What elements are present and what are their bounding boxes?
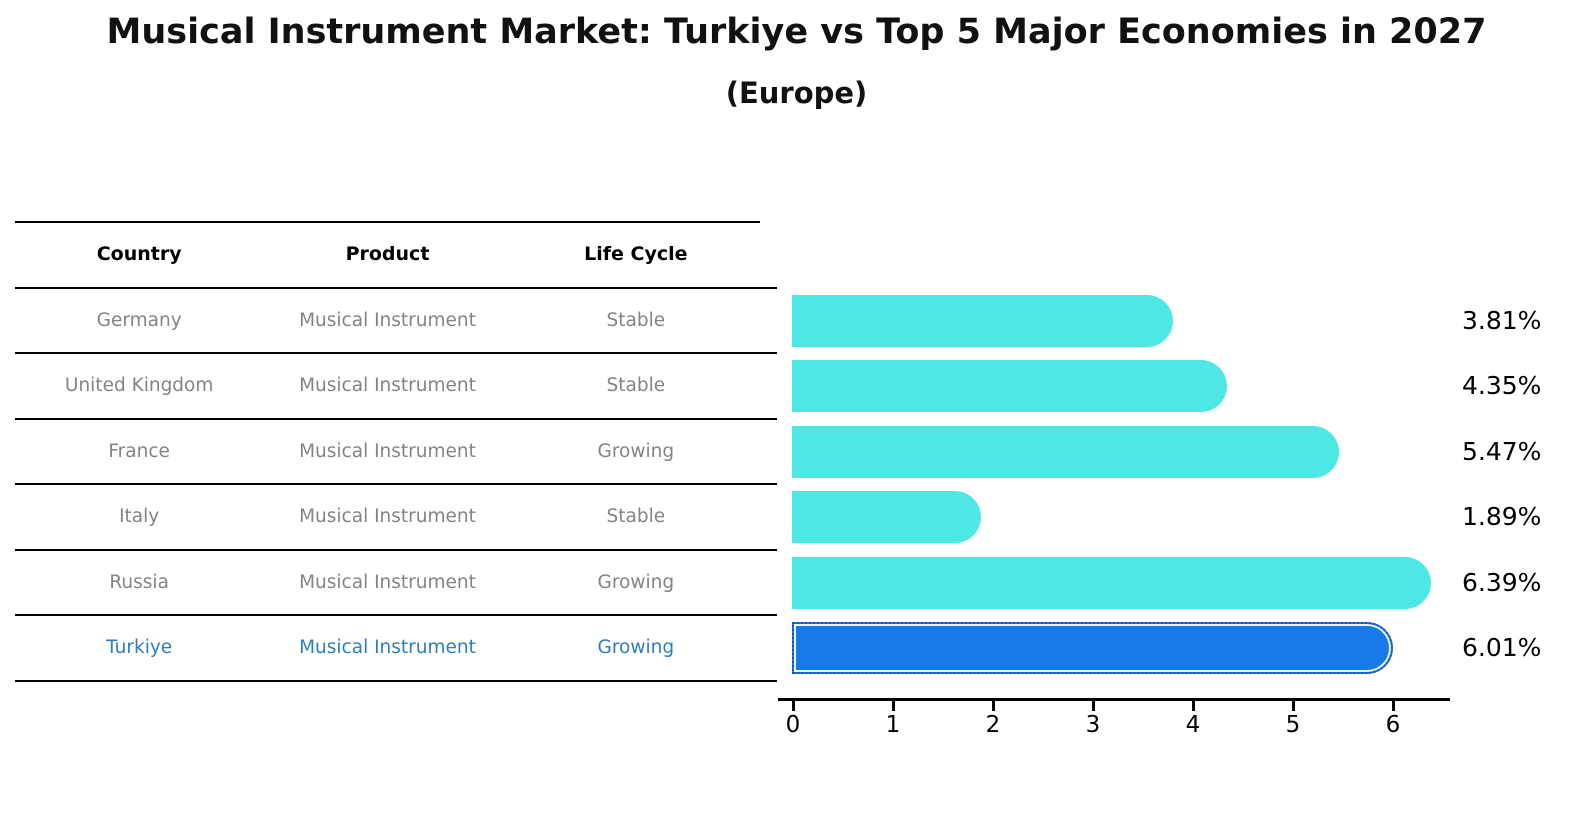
cell-lifecycle: Stable	[606, 375, 666, 396]
cell-country: Turkiye	[106, 637, 173, 658]
cell-country: France	[108, 440, 170, 462]
x-axis-tick	[892, 701, 895, 711]
table-row-united-kingdom: United Kingdom Musical Instrument Stable	[15, 368, 760, 404]
x-axis-tick	[1392, 701, 1395, 711]
table-row-rule	[15, 352, 760, 354]
cell-product: Musical Instrument	[299, 637, 476, 658]
x-axis-tick	[1192, 701, 1195, 711]
value-label-france: 5.47%	[1462, 436, 1542, 466]
x-axis-tick-label: 5	[1285, 712, 1301, 738]
bar-germany	[792, 294, 1173, 347]
bar-italy	[792, 491, 981, 543]
x-axis-tick-label: 4	[1185, 712, 1201, 738]
x-axis-tick	[1292, 701, 1295, 711]
cell-country: United Kingdom	[64, 375, 214, 396]
table-top-rule	[15, 221, 760, 223]
cell-product: Musical Instrument	[299, 309, 476, 331]
table-row-turkiye: Turkiye Musical Instrument Growing	[15, 630, 760, 666]
bar-united-kingdom	[792, 360, 1227, 412]
table-row-rule	[15, 548, 760, 551]
y-axis-tick	[757, 614, 777, 616]
cell-product: Musical Instrument	[299, 440, 476, 462]
x-axis-line	[778, 698, 1450, 701]
table-header-row: Country Product Life Cycle	[15, 236, 760, 272]
cell-lifecycle: Growing	[597, 637, 675, 658]
y-axis-tick	[757, 286, 777, 289]
x-axis-tick-label: 2	[985, 712, 1001, 738]
y-axis-tick	[757, 417, 777, 420]
table-row-rule	[15, 614, 760, 616]
y-axis-tick	[757, 483, 777, 485]
page-subtitle: (Europe)	[725, 76, 868, 110]
table-row-rule	[15, 417, 760, 420]
x-axis-tick-label: 6	[1385, 712, 1401, 738]
bar-france	[792, 425, 1339, 478]
cell-product: Musical Instrument	[299, 506, 476, 527]
cell-country: Russia	[109, 571, 169, 593]
x-axis-tick	[792, 701, 795, 711]
cell-country: Italy	[119, 506, 160, 527]
column-header-lifecycle: Life Cycle	[584, 243, 688, 265]
value-label-united-kingdom: 4.35%	[1462, 371, 1542, 400]
value-label-germany: 3.81%	[1462, 305, 1542, 335]
bar-turkiye-highlighted	[792, 622, 1393, 674]
page-title: Musical Instrument Market: Turkiye vs To…	[106, 12, 1487, 52]
cell-country: Germany	[96, 309, 182, 331]
table-row-rule	[15, 483, 760, 485]
x-axis-tick-label: 3	[1085, 712, 1101, 738]
x-axis-tick	[992, 701, 995, 711]
cell-lifecycle: Stable	[606, 506, 666, 527]
cell-lifecycle: Stable	[606, 309, 666, 331]
table-row-russia: Russia Musical Instrument Growing	[15, 565, 760, 601]
table-row-italy: Italy Musical Instrument Stable	[15, 499, 760, 535]
value-label-russia: 6.39%	[1462, 567, 1542, 597]
value-label-turkiye: 6.01%	[1462, 633, 1542, 662]
cell-lifecycle: Growing	[597, 571, 675, 593]
column-header-country: Country	[96, 243, 182, 265]
table-row-germany: Germany Musical Instrument Stable	[15, 303, 760, 339]
table-bottom-rule	[15, 679, 760, 682]
cell-product: Musical Instrument	[299, 571, 476, 593]
table-header-rule	[15, 286, 760, 289]
value-label-italy: 1.89%	[1462, 502, 1542, 531]
x-axis-tick-label: 0	[785, 712, 801, 738]
table-row-france: France Musical Instrument Growing	[15, 434, 760, 470]
cell-product: Musical Instrument	[299, 375, 476, 396]
y-axis-tick	[757, 548, 777, 551]
x-axis-tick	[1092, 701, 1095, 711]
y-axis-tick	[757, 352, 777, 354]
cell-lifecycle: Growing	[597, 440, 675, 462]
column-header-product: Product	[345, 243, 430, 265]
y-axis-tick	[757, 679, 777, 682]
x-axis-tick-label: 1	[885, 712, 901, 738]
bar-russia	[792, 556, 1431, 609]
